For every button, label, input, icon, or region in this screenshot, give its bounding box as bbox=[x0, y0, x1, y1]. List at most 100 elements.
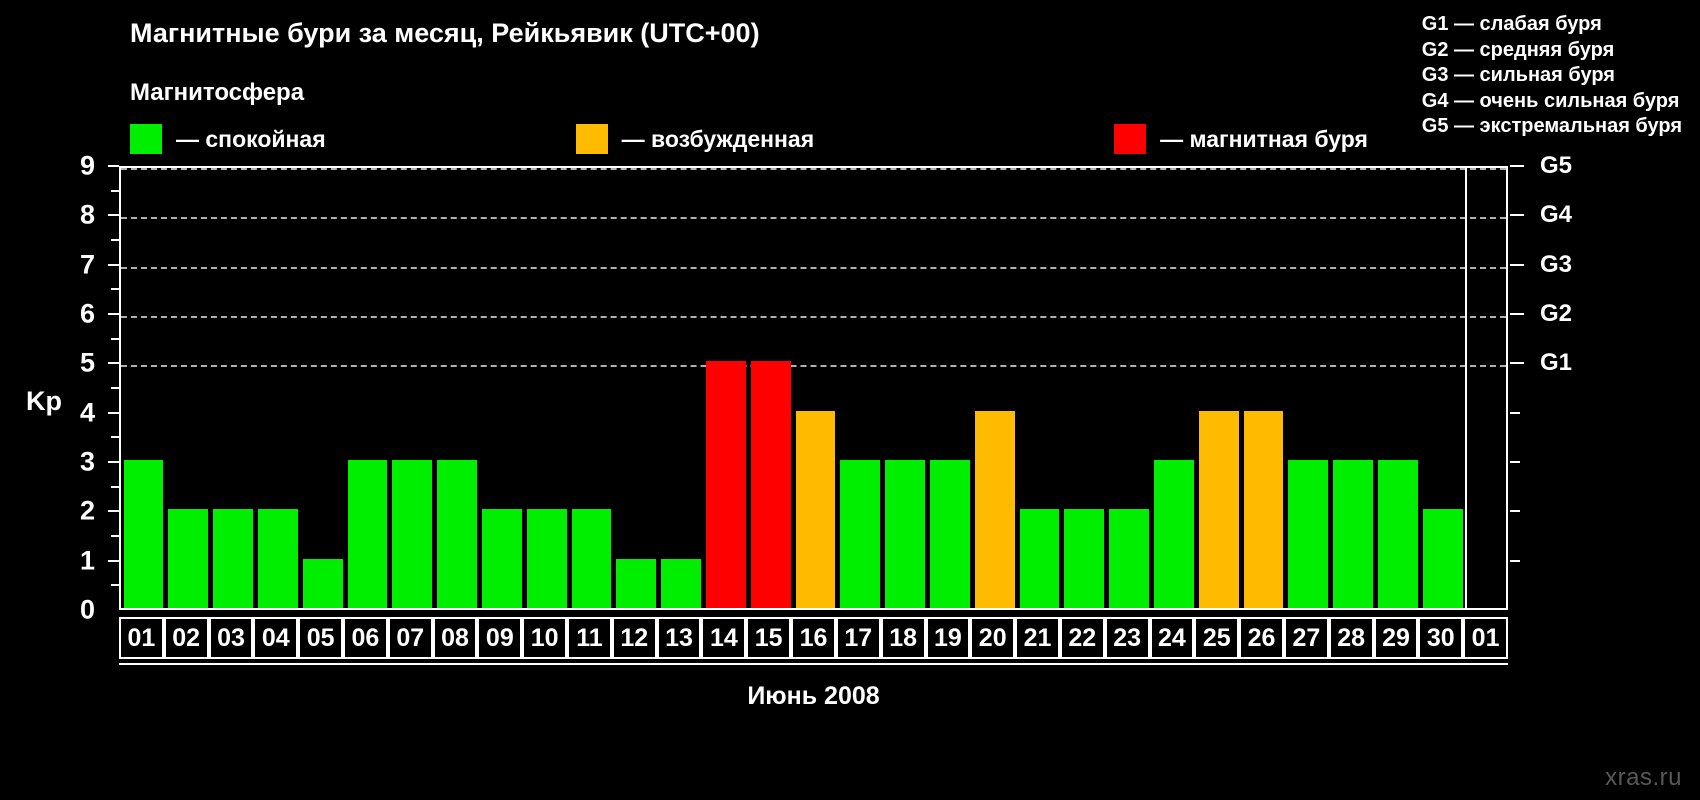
x-axis-day-19: 19 bbox=[925, 617, 971, 659]
y-tick-mark-1 bbox=[108, 559, 119, 562]
x-axis-day-08: 08 bbox=[432, 617, 478, 659]
x-axis-day-07: 07 bbox=[387, 617, 433, 659]
x-axis-day-13: 13 bbox=[656, 617, 702, 659]
y-tick-mark-7 bbox=[108, 263, 119, 266]
y-tick-mark-minor bbox=[111, 485, 119, 488]
bar-day-01 bbox=[123, 460, 164, 608]
x-axis-day-15: 15 bbox=[746, 617, 792, 659]
y-tick-label-1: 1 bbox=[79, 545, 95, 576]
gridline-kp-9 bbox=[121, 168, 1506, 170]
x-axis-day-06: 06 bbox=[343, 617, 388, 659]
x-axis-day-labels: 01 02 03 04 05 06 07 08 09 10 11 12 13 14 15 16 17 18 19 20… bbox=[119, 617, 1508, 659]
legend-label-unsettled: — возбужденная bbox=[621, 125, 815, 152]
x-axis-day-04: 04 bbox=[253, 617, 299, 659]
g-tick-mark-g2 bbox=[1510, 313, 1524, 315]
y-axis-title: Kp bbox=[26, 386, 62, 416]
bar-day-21 bbox=[1019, 509, 1060, 608]
bar-day-26 bbox=[1243, 410, 1284, 608]
y-tick-mark-8 bbox=[108, 214, 119, 217]
x-axis-day-26: 26 bbox=[1239, 617, 1284, 659]
gridline-kp-5 bbox=[121, 365, 1506, 368]
y-tick-label-6: 6 bbox=[79, 298, 95, 329]
bar-day-15 bbox=[750, 361, 791, 608]
y-tick-label-0: 0 bbox=[79, 594, 95, 625]
bar-day-30 bbox=[1422, 509, 1463, 608]
gscale-key-row-g3: G3 — сильная буря bbox=[1421, 64, 1615, 86]
y-tick-label-4: 4 bbox=[79, 397, 95, 428]
bars-layer bbox=[121, 168, 1506, 608]
bar-day-07 bbox=[392, 460, 433, 608]
g-tick-label-g4: G4 bbox=[1540, 201, 1573, 229]
y-tick-label-2: 2 bbox=[79, 495, 95, 526]
bar-day-10 bbox=[526, 509, 567, 608]
bar-day-20 bbox=[974, 410, 1015, 608]
y-tick-label-7: 7 bbox=[79, 249, 95, 280]
x-axis-title: Июнь 2008 bbox=[747, 682, 880, 710]
bar-day-17 bbox=[840, 460, 881, 608]
y-tick-mark-2 bbox=[108, 510, 119, 513]
x-axis-day-27: 27 bbox=[1283, 617, 1329, 659]
x-axis-day-09: 09 bbox=[477, 617, 523, 659]
bar-day-25 bbox=[1198, 410, 1239, 608]
y-tick-mark-6 bbox=[108, 313, 119, 315]
x-axis-day-18: 18 bbox=[880, 617, 926, 659]
x-axis-day-10: 10 bbox=[522, 617, 568, 659]
x-axis-day-21: 21 bbox=[1015, 617, 1060, 659]
y-tick-mark-minor bbox=[111, 387, 119, 389]
g-tick-label-g3: G3 bbox=[1540, 250, 1573, 278]
bar-day-02 bbox=[168, 509, 209, 608]
x-axis-baseline bbox=[119, 663, 1508, 665]
x-axis-day-next-01: 01 bbox=[1463, 617, 1508, 659]
x-axis-day-22: 22 bbox=[1059, 617, 1105, 659]
g-tick-mark-g5 bbox=[1510, 165, 1524, 167]
legend-label-storm: — магнитная буря bbox=[1160, 125, 1368, 152]
legend-item-unsettled: — возбужденная bbox=[575, 124, 815, 154]
x-axis-day-20: 20 bbox=[970, 617, 1016, 659]
y-tick-mark-minor bbox=[111, 436, 119, 439]
x-axis-day-23: 23 bbox=[1104, 617, 1150, 659]
x-axis-day-14: 14 bbox=[701, 617, 747, 659]
y-tick-mark-minor bbox=[111, 584, 119, 587]
g-tick-label-g5: G5 bbox=[1540, 152, 1573, 179]
magnetosphere-legend: — спокойная — возбужденная — магнитная бур… bbox=[130, 124, 1368, 154]
x-axis-day-02: 02 bbox=[163, 617, 209, 659]
bar-day-13 bbox=[661, 558, 701, 608]
g-tick-mark-minor bbox=[1510, 559, 1520, 562]
x-axis-day-16: 16 bbox=[791, 617, 836, 659]
bar-day-24 bbox=[1154, 460, 1194, 608]
bar-day-03 bbox=[213, 509, 253, 608]
gscale-key: G1 — слабая буря G2 — средняя буря G3 — си… bbox=[1422, 12, 1682, 140]
y-tick-mark-minor bbox=[111, 239, 119, 241]
g-tick-mark-g4 bbox=[1510, 214, 1524, 217]
bar-day-19 bbox=[930, 460, 970, 608]
x-axis-day-17: 17 bbox=[835, 617, 881, 659]
x-axis-day-25: 25 bbox=[1194, 617, 1240, 659]
y-tick-label-3: 3 bbox=[79, 446, 95, 477]
x-axis-day-30: 30 bbox=[1418, 617, 1464, 659]
legend-swatch-quiet bbox=[130, 124, 162, 154]
bar-day-29 bbox=[1378, 460, 1418, 608]
y-tick-mark-minor bbox=[111, 535, 119, 537]
g-tick-mark-minor bbox=[1510, 461, 1520, 463]
x-axis-day-29: 29 bbox=[1373, 617, 1419, 659]
g-tick-label-g1: G1 bbox=[1540, 349, 1573, 377]
y-tick-mark-minor bbox=[111, 337, 119, 340]
gscale-key-row-g2: G2 — средняя буря bbox=[1421, 38, 1615, 61]
y-tick-label-9: 9 bbox=[79, 150, 95, 181]
x-axis-day-03: 03 bbox=[208, 617, 254, 659]
bar-day-08 bbox=[437, 460, 477, 608]
y-tick-mark-minor bbox=[111, 189, 119, 192]
legend-item-storm: — магнитная буря bbox=[1114, 124, 1368, 154]
g-tick-mark-g3 bbox=[1510, 263, 1524, 266]
bar-day-04 bbox=[257, 509, 298, 608]
y-tick-label-8: 8 bbox=[79, 199, 95, 230]
watermark: xras.ru bbox=[1605, 764, 1682, 791]
gscale-key-row-g1: G1 — слабая буря bbox=[1421, 13, 1602, 35]
legend-label-quiet: — спокойная bbox=[176, 125, 326, 152]
g-tick-mark-minor bbox=[1510, 510, 1520, 513]
page-title: Магнитные бури за месяц, Рейкьявик (UTC+… bbox=[130, 18, 760, 48]
trailing-day-separator bbox=[1465, 168, 1468, 608]
gridline-kp-6 bbox=[121, 316, 1506, 318]
x-axis-day-01: 01 bbox=[119, 617, 164, 659]
gridline-kp-8 bbox=[121, 217, 1506, 220]
